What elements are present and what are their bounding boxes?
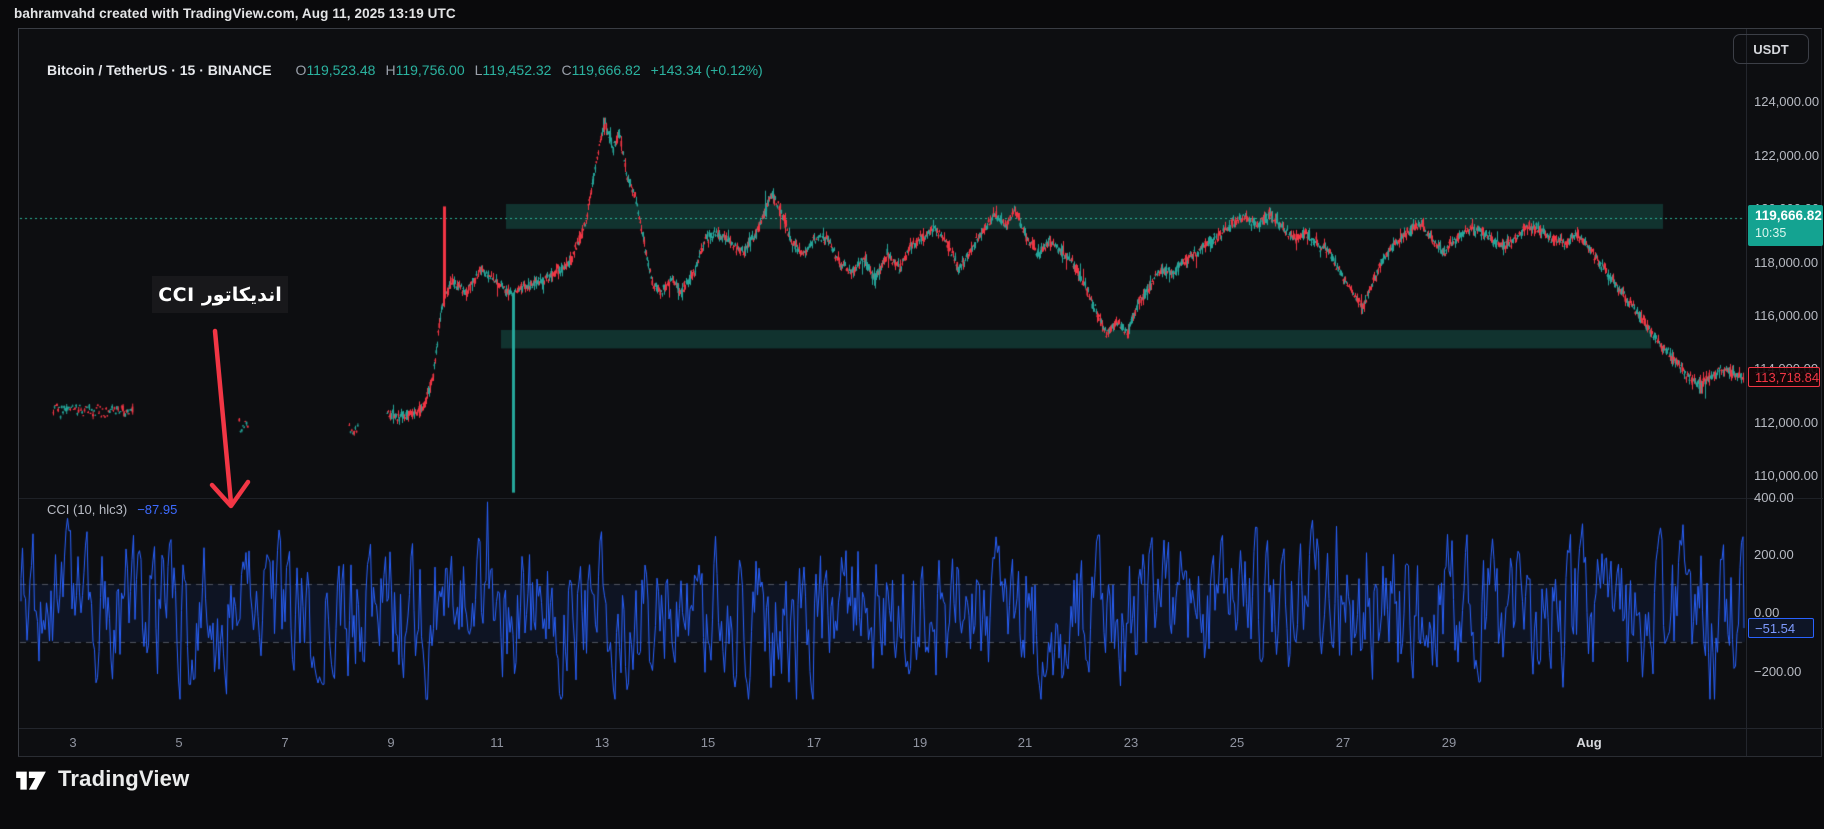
time-axis-label: 5 bbox=[175, 735, 182, 750]
price-axis-label: 110,000.00 bbox=[1754, 468, 1818, 483]
symbol-legend[interactable]: Bitcoin / TetherUS · 15 · BINANCE O119,52… bbox=[47, 62, 763, 78]
price-chart-canvas[interactable] bbox=[19, 29, 1823, 756]
time-axis[interactable]: 3 5 7 9 11 13 15 17 19 21 23 25 27 29 Aug bbox=[19, 728, 1823, 757]
time-axis-label: 23 bbox=[1124, 735, 1138, 750]
price-axis[interactable]: 124,000.00122,000.00120,000.00118,000.00… bbox=[1747, 29, 1823, 756]
ohlc-close-key: C bbox=[561, 62, 571, 78]
time-axis-label: 3 bbox=[69, 735, 76, 750]
cci-annotation-text[interactable]: CCI اندیکاتور bbox=[152, 276, 288, 313]
time-axis-label: 11 bbox=[490, 735, 504, 750]
price-axis-label: 118,000.00 bbox=[1754, 255, 1818, 270]
annotation-arrow[interactable] bbox=[179, 319, 269, 519]
tradingview-logo-icon bbox=[14, 764, 48, 794]
cci-indicator-legend[interactable]: CCI (10, hlc3) −87.95 bbox=[47, 502, 177, 517]
time-axis-label: 13 bbox=[595, 735, 609, 750]
cci-axis-label: 400.00 bbox=[1754, 490, 1794, 505]
ohlc-high-value: 119,756.00 bbox=[396, 62, 465, 78]
time-axis-label: 15 bbox=[701, 735, 715, 750]
time-axis-label: 9 bbox=[387, 735, 394, 750]
price-axis-label: 112,000.00 bbox=[1754, 415, 1818, 430]
price-axis-label: 122,000.00 bbox=[1754, 148, 1819, 163]
time-axis-label: 29 bbox=[1442, 735, 1456, 750]
time-axis-label: 17 bbox=[807, 735, 821, 750]
time-axis-label: 19 bbox=[913, 735, 927, 750]
bar-countdown: 10:35 bbox=[1755, 225, 1823, 241]
pane-divider[interactable] bbox=[19, 498, 1823, 499]
price-axis-label: 124,000.00 bbox=[1754, 94, 1819, 109]
time-axis-label: 7 bbox=[281, 735, 288, 750]
cci-value: −87.95 bbox=[137, 502, 177, 517]
time-axis-label: 27 bbox=[1336, 735, 1350, 750]
tradingview-logo[interactable]: TradingView bbox=[14, 764, 189, 794]
attribution-text: bahramvahd created with TradingView.com,… bbox=[14, 6, 456, 21]
marked-low-price-label: 113,718.84 bbox=[1748, 367, 1820, 387]
price-axis-label: 116,000.00 bbox=[1754, 308, 1818, 323]
cci-axis-label: −200.00 bbox=[1754, 664, 1801, 679]
time-axis-label: 25 bbox=[1230, 735, 1244, 750]
last-price-label: 119,666.82 10:35 bbox=[1748, 205, 1823, 246]
ohlc-close-value: 119,666.82 bbox=[572, 62, 641, 78]
ohlc-open-value: 119,523.48 bbox=[306, 62, 375, 78]
price-change: +143.34 (+0.12%) bbox=[651, 62, 763, 78]
last-price-value: 119,666.82 bbox=[1755, 207, 1823, 225]
tradingview-logo-text: TradingView bbox=[58, 766, 189, 792]
symbol-title[interactable]: Bitcoin / TetherUS · 15 · BINANCE bbox=[47, 62, 272, 78]
ohlc-low-value: 119,452.32 bbox=[482, 62, 551, 78]
time-axis-label: 21 bbox=[1018, 735, 1032, 750]
chart-widget: Bitcoin / TetherUS · 15 · BINANCE O119,52… bbox=[18, 28, 1822, 757]
tradingview-snapshot: bahramvahd created with TradingView.com,… bbox=[0, 0, 1824, 829]
cci-last-value-label: −51.54 bbox=[1748, 618, 1814, 638]
cci-axis-label: 200.00 bbox=[1754, 547, 1794, 562]
ohlc-open-key: O bbox=[296, 62, 307, 78]
cci-title[interactable]: CCI (10, hlc3) bbox=[47, 502, 127, 517]
time-axis-label: Aug bbox=[1576, 735, 1601, 750]
ohlc-high-key: H bbox=[385, 62, 395, 78]
